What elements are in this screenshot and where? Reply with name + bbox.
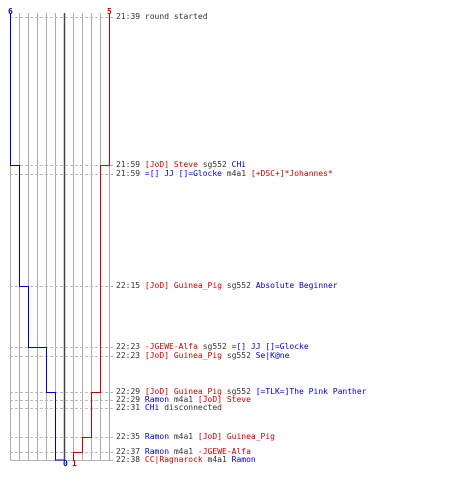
event-action: m4a1 (169, 432, 198, 441)
event-row: 22:29 Ramon m4a1 [JoD] Steve (116, 395, 251, 404)
player-name: -JGEWE-Alfa (197, 447, 251, 456)
player-name: Ramon (231, 455, 256, 464)
player-name: [JoD] Guinea_Pig (144, 351, 222, 360)
event-row: 21:59 =[] JJ []=Glocke m4a1 [+DSC+]*Joha… (116, 169, 333, 178)
player-name: [JoD] Guinea_Pig (197, 432, 275, 441)
event-action: sg552 (197, 160, 232, 169)
event-time: 22:37 (116, 447, 141, 456)
player-name: Ramon (144, 432, 170, 441)
red-team-line (73, 13, 110, 460)
event-action: sg552 (221, 281, 256, 290)
event-time: 22:29 (116, 395, 141, 404)
player-name: Ramon (144, 447, 170, 456)
event-row: 22:23 [JoD] Guinea_Pig sg552 Se|K@ne (116, 351, 289, 360)
player-name: Absolute Beginner (255, 281, 338, 290)
event-action: disconnected (159, 403, 222, 412)
event-action: sg552 (221, 387, 256, 396)
event-row: 21:39 round started (116, 12, 208, 21)
event-time: 22:15 (116, 281, 141, 290)
blue-team-line (10, 13, 65, 461)
player-name: =[] JJ []=Glocke (144, 169, 222, 178)
player-name: Se|K@ne (255, 351, 290, 360)
event-time: 21:59 (116, 169, 141, 178)
player-name: CC|Ragnarock (144, 455, 203, 464)
red-start-count: 5 (107, 7, 112, 16)
event-action: m4a1 (169, 395, 198, 404)
event-row: 22:35 Ramon m4a1 [JoD] Guinea_Pig (116, 432, 275, 441)
player-name: [+DSC+]*Johannes* (250, 169, 333, 178)
player-name: =[] JJ []=Glocke (231, 342, 309, 351)
event-action: m4a1 (169, 447, 198, 456)
event-action: m4a1 (202, 455, 232, 464)
event-time: 22:35 (116, 432, 141, 441)
event-time: 22:38 (116, 455, 141, 464)
event-row: 22:38 CC|Ragnarock m4a1 Ramon (116, 455, 256, 464)
event-row: 22:31 CHi disconnected (116, 403, 222, 412)
player-name: -JGEWE-Alfa (144, 342, 198, 351)
player-name: [=TLK=]The Pink Panther (255, 387, 367, 396)
event-action: m4a1 (221, 169, 251, 178)
event-row: 22:23 -JGEWE-Alfa sg552 =[] JJ []=Glocke (116, 342, 309, 351)
event-time: 22:31 (116, 403, 141, 412)
player-name: Ramon (144, 395, 170, 404)
event-time: 21:39 (116, 12, 141, 21)
event-row: 22:15 [JoD] Guinea_Pig sg552 Absolute Be… (116, 281, 338, 290)
event-row: 21:59 [JoD] Steve sg552 CHi (116, 160, 246, 169)
player-name: [JoD] Guinea_Pig (144, 387, 222, 396)
event-action: round started (144, 12, 208, 21)
blue-end-count: 0 (63, 459, 68, 468)
player-name: [JoD] Steve (144, 160, 198, 169)
event-time: 22:23 (116, 351, 141, 360)
blue-start-count: 6 (8, 7, 13, 16)
event-time: 22:29 (116, 387, 141, 396)
player-name: [JoD] Guinea_Pig (144, 281, 222, 290)
event-time: 22:23 (116, 342, 141, 351)
player-name: CHi (144, 403, 160, 412)
event-time: 21:59 (116, 160, 141, 169)
player-name: [JoD] Steve (197, 395, 251, 404)
event-row: 22:29 [JoD] Guinea_Pig sg552 [=TLK=]The … (116, 387, 366, 396)
event-action: sg552 (197, 342, 232, 351)
player-name: CHi (231, 160, 247, 169)
event-row: 22:37 Ramon m4a1 -JGEWE-Alfa (116, 447, 251, 456)
red-end-count: 1 (72, 459, 77, 468)
event-action: sg552 (221, 351, 256, 360)
